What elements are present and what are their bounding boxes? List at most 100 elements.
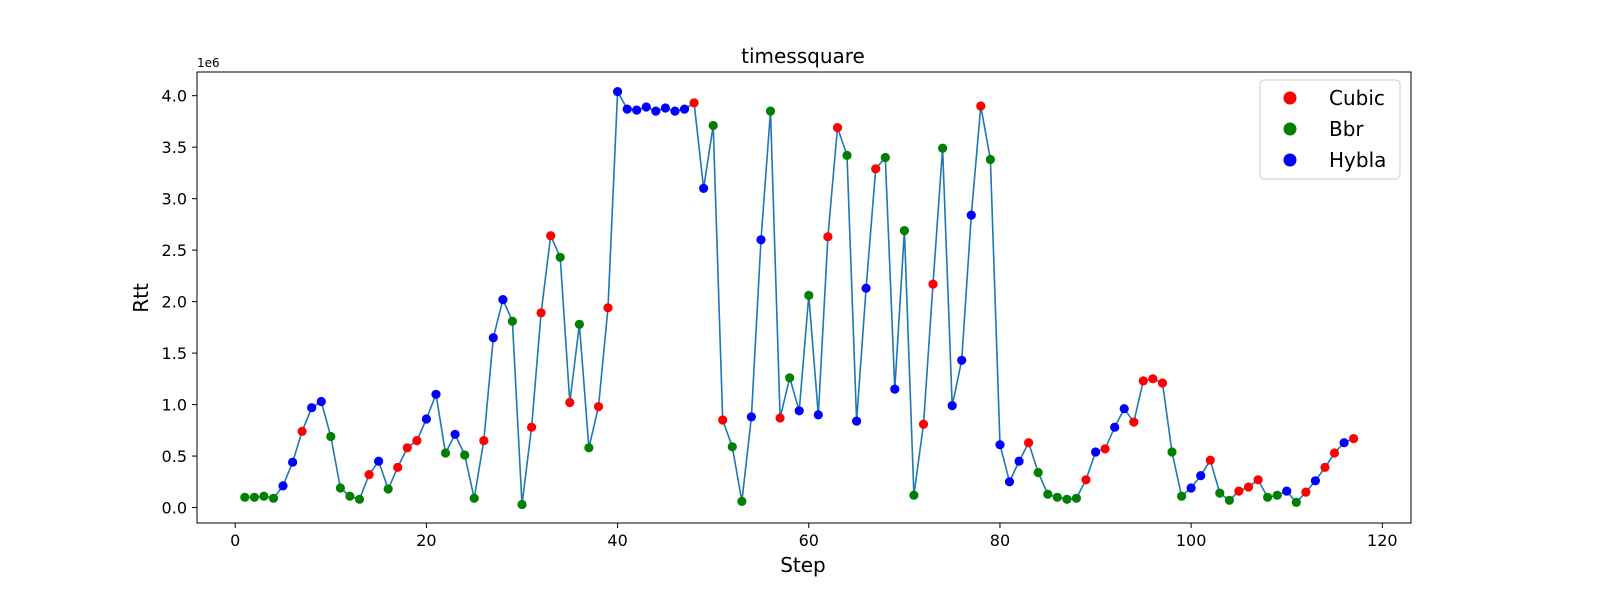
plot-area-frame: [196, 71, 1412, 524]
data-point-bbr: [259, 491, 269, 501]
data-point-cubic: [603, 303, 613, 313]
data-point-bbr: [985, 154, 996, 165]
data-point-hybla: [288, 457, 298, 467]
data-point-bbr: [1033, 467, 1043, 478]
data-point-hybla: [632, 105, 642, 115]
data-point-bbr: [1263, 492, 1273, 502]
data-point-bbr: [1272, 490, 1282, 500]
data-point-cubic: [1157, 378, 1168, 388]
data-point-hybla: [756, 235, 766, 245]
legend-marker-hybla: [1283, 153, 1297, 167]
data-point-bbr: [383, 484, 393, 494]
data-point-hybla: [947, 401, 957, 411]
data-point-cubic: [479, 436, 489, 446]
data-point-hybla: [660, 103, 671, 113]
data-point-bbr: [460, 450, 470, 460]
data-point-hybla: [1282, 486, 1292, 496]
data-point-hybla: [794, 406, 804, 416]
data-point-cubic: [775, 413, 785, 423]
data-point-bbr: [1291, 497, 1301, 507]
data-point-hybla: [995, 440, 1005, 450]
data-point-cubic: [718, 415, 728, 425]
data-point-bbr: [1052, 492, 1062, 502]
data-point-cubic: [918, 419, 929, 429]
data-point-hybla: [450, 429, 460, 439]
data-point-hybla: [1186, 483, 1196, 493]
data-point-hybla: [957, 355, 967, 365]
data-point-bbr: [335, 483, 345, 493]
data-point-hybla: [307, 403, 317, 413]
data-point-hybla: [1004, 477, 1015, 487]
data-point-hybla: [852, 416, 862, 426]
data-point-hybla: [498, 295, 508, 305]
data-point-hybla: [890, 384, 900, 394]
data-point-bbr: [240, 492, 250, 502]
data-point-hybla: [679, 104, 690, 114]
data-point-bbr: [785, 373, 795, 383]
y-axis-label: Rtt: [129, 283, 153, 313]
data-point-bbr: [880, 152, 890, 163]
y-offset-label: 1e6: [197, 56, 220, 70]
chart-title: timessquare: [741, 44, 865, 68]
data-point-cubic: [527, 422, 537, 432]
x-tick-label: 60: [799, 531, 819, 550]
data-point-cubic: [823, 232, 833, 242]
data-point-bbr: [517, 499, 527, 510]
data-point-bbr: [507, 316, 517, 326]
data-point-cubic: [1320, 462, 1330, 472]
data-point-bbr: [354, 494, 365, 504]
data-point-cubic: [402, 443, 412, 453]
y-tick-label: 0.0: [162, 499, 187, 518]
data-point-cubic: [1100, 444, 1110, 454]
data-point-bbr: [765, 106, 776, 116]
data-point-hybla: [622, 104, 632, 114]
data-point-cubic: [1349, 434, 1359, 444]
legend-label-cubic: Cubic: [1329, 86, 1385, 110]
data-point-hybla: [613, 87, 623, 97]
data-point-hybla: [1196, 471, 1206, 481]
data-point-hybla: [1119, 404, 1129, 414]
data-point-cubic: [1138, 376, 1148, 386]
data-point-hybla: [966, 210, 976, 220]
data-point-bbr: [708, 120, 718, 131]
data-point-cubic: [364, 470, 374, 480]
x-tick-label: 80: [990, 531, 1010, 550]
data-point-cubic: [393, 462, 403, 472]
data-point-hybla: [861, 283, 871, 293]
data-point-bbr: [1071, 493, 1081, 503]
data-point-bbr: [1224, 495, 1234, 505]
data-point-cubic: [536, 308, 546, 318]
data-point-hybla: [316, 396, 326, 407]
y-tick-label: 2.0: [162, 293, 187, 312]
y-tick-label: 1.0: [162, 396, 187, 415]
data-point-bbr: [1215, 488, 1225, 498]
data-point-cubic: [689, 98, 699, 108]
legend-box: [1259, 79, 1401, 180]
data-point-hybla: [431, 389, 441, 399]
data-point-cubic: [871, 164, 881, 174]
data-point-hybla: [670, 106, 680, 116]
data-point-cubic: [546, 231, 556, 241]
data-point-hybla: [488, 333, 498, 343]
data-point-bbr: [574, 319, 585, 329]
data-point-hybla: [699, 183, 709, 193]
data-point-bbr: [469, 493, 479, 503]
x-tick-label: 0: [230, 531, 240, 550]
data-point-bbr: [326, 431, 336, 442]
x-axis-label: Step: [780, 553, 826, 577]
y-tick-label: 3.5: [162, 138, 187, 157]
data-point-cubic: [1243, 482, 1254, 492]
data-point-cubic: [832, 123, 843, 133]
data-point-cubic: [1253, 475, 1263, 485]
x-tick-label: 100: [1176, 531, 1207, 550]
data-point-bbr: [737, 496, 747, 506]
data-point-cubic: [1081, 475, 1091, 485]
y-tick-label: 2.5: [162, 241, 187, 260]
data-point-hybla: [651, 106, 661, 116]
data-point-hybla: [1339, 438, 1349, 448]
data-point-bbr: [727, 442, 737, 452]
data-point-cubic: [1234, 486, 1244, 496]
data-points: [240, 87, 1359, 510]
data-point-bbr: [555, 252, 565, 262]
data-point-bbr: [804, 290, 814, 300]
